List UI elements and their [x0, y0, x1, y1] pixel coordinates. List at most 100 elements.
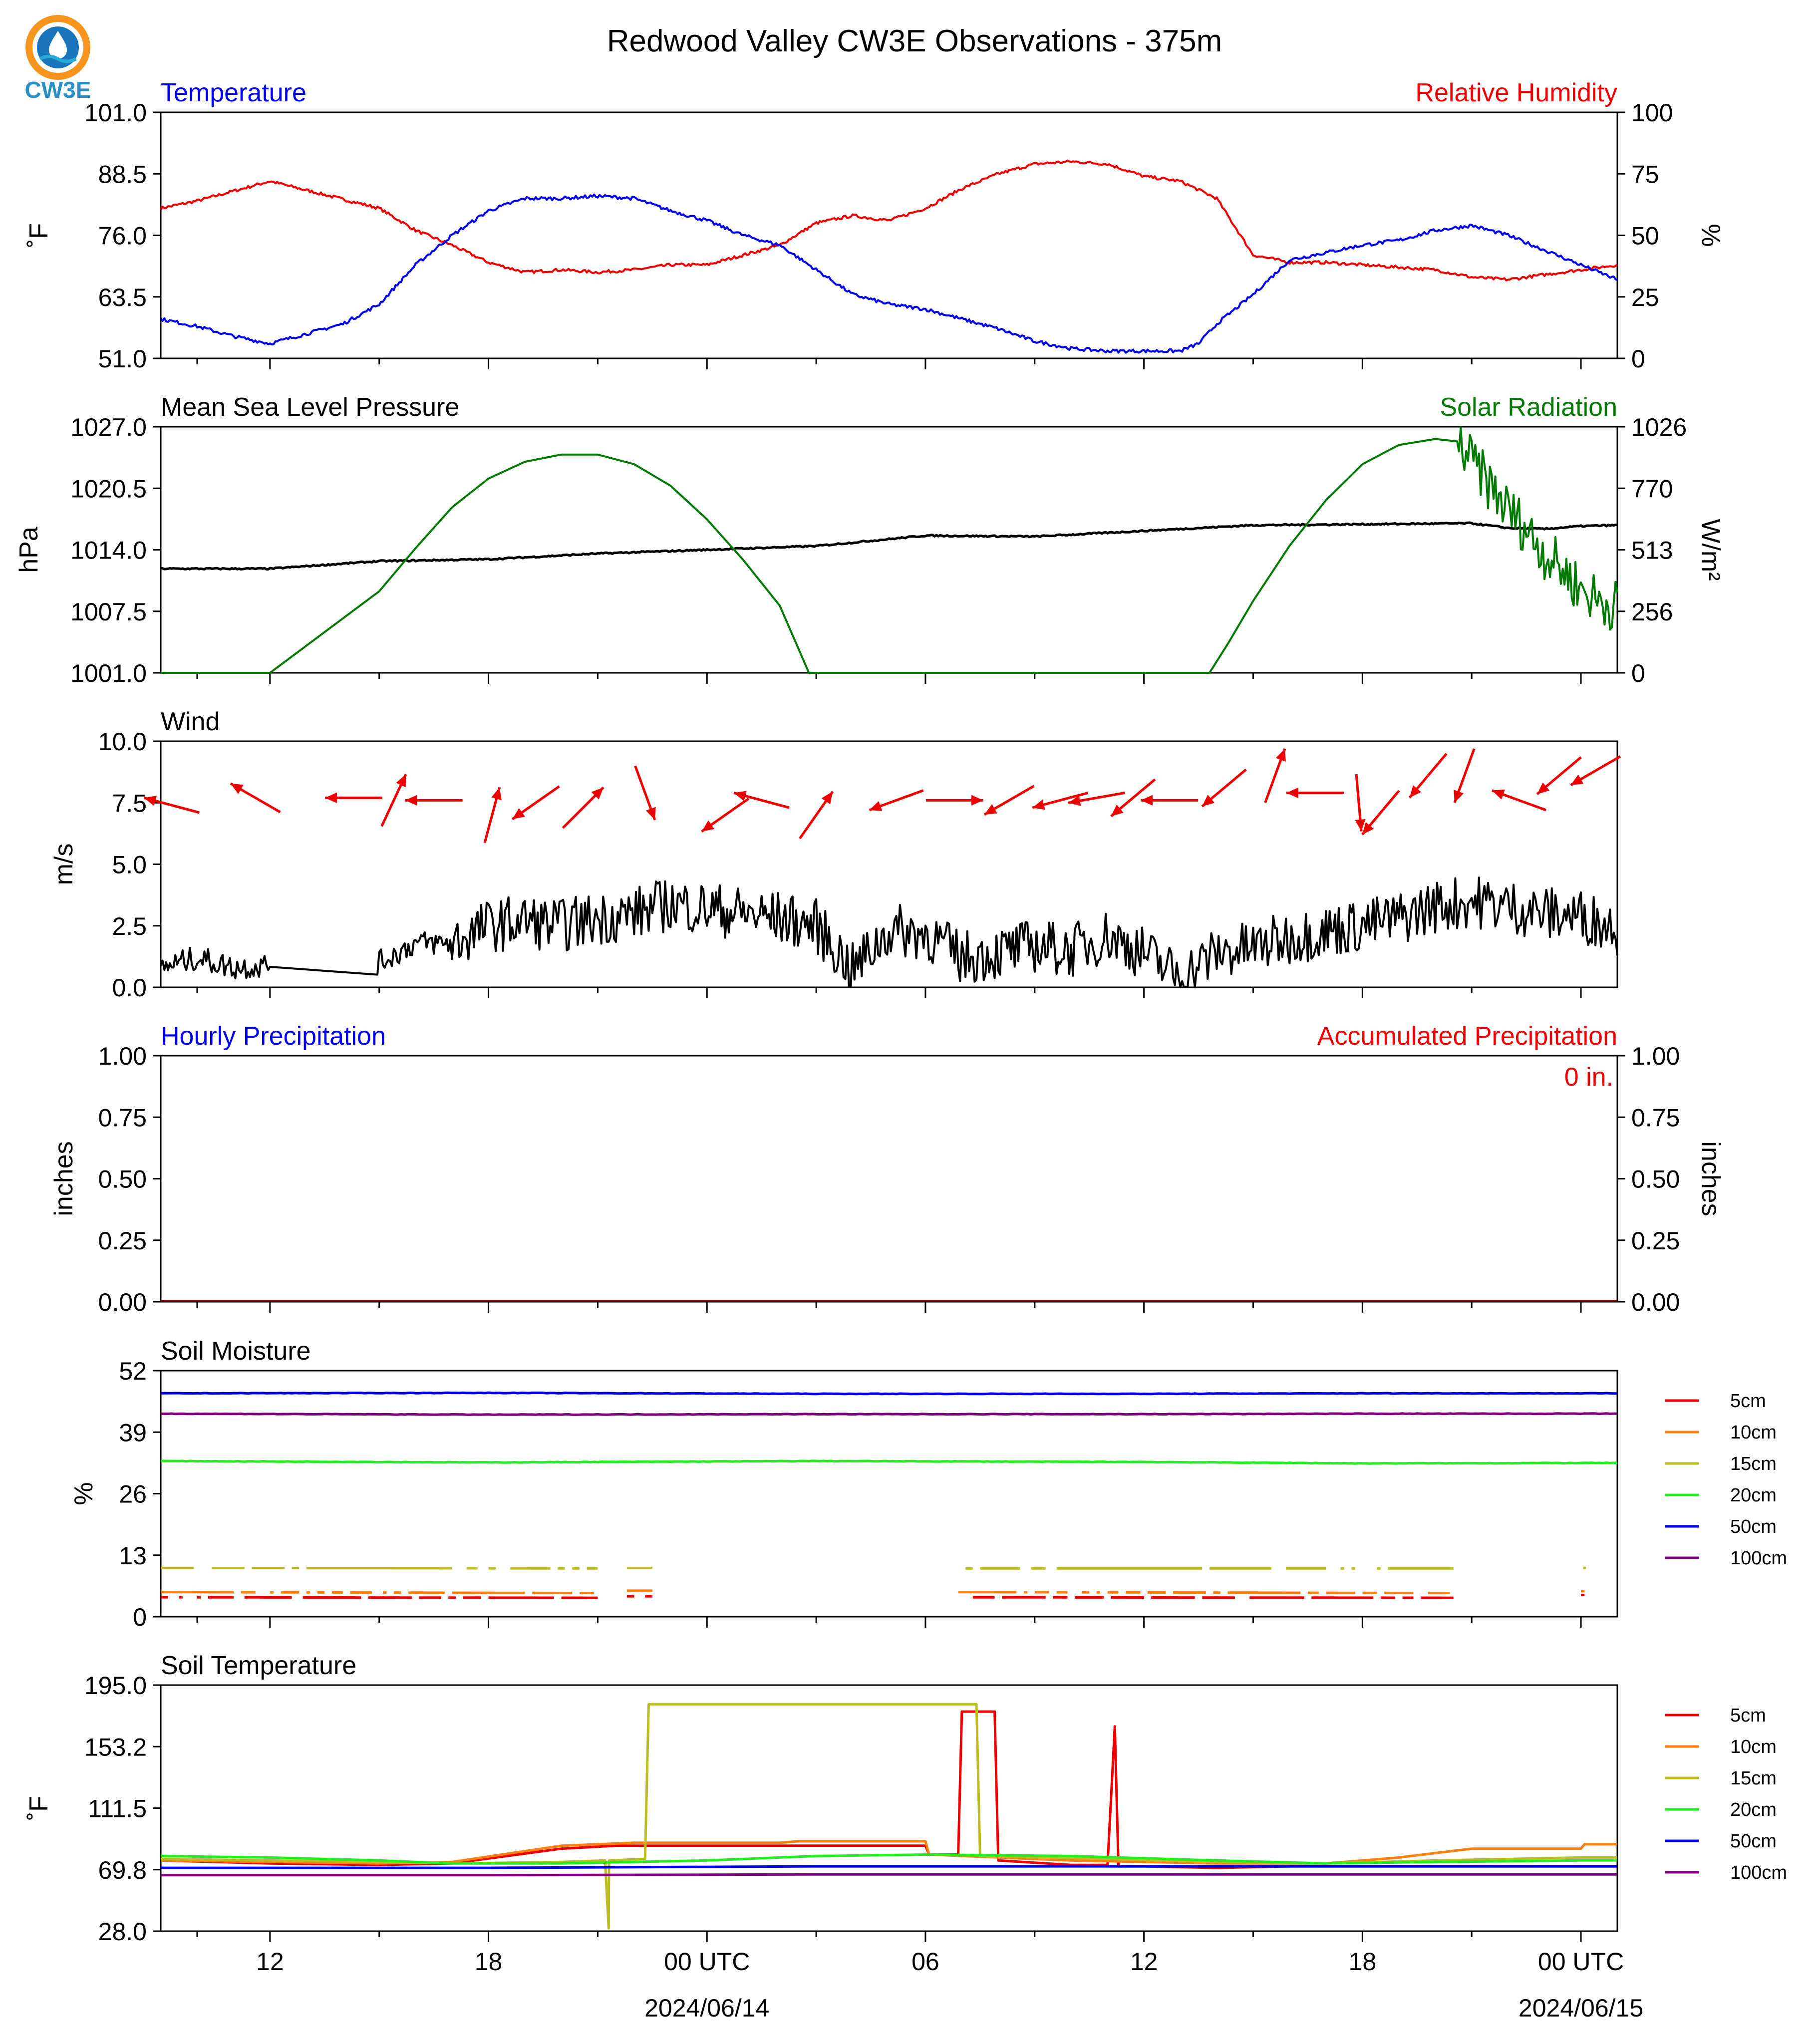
wind-arrow-head [1275, 748, 1286, 762]
wind-arrow [562, 786, 605, 829]
date-label-2024-06-14: 2024/06/14 [644, 1994, 769, 2022]
y-tick-label-right: 75 [1631, 160, 1659, 188]
panel-wind: 10.0 7.5 5.0 2.5 0.0 Wind m/s [49, 707, 1621, 1002]
legend-label: 5cm [1730, 1391, 1766, 1412]
plot-frame [160, 1684, 1618, 1932]
panel-title-right: Accumulated Precipitation [1317, 1022, 1617, 1051]
soil-temperature-legend: 5cm 10cm 15cm 20cm 50cm 100cm [1665, 1705, 1787, 1883]
plot-frame [160, 1055, 1618, 1303]
wind-arrow [1110, 778, 1156, 818]
wind-arrow-head [1409, 785, 1422, 798]
series-solar-radiation [161, 426, 1618, 674]
logo-wave-icon [39, 54, 77, 63]
panel-title-left: Temperature [161, 78, 306, 107]
y-tick-label-left: 39 [119, 1419, 147, 1447]
wind-arrow [1536, 756, 1582, 795]
y-tick-label-left: 10.0 [98, 728, 147, 756]
y-tick-label-right: 0.75 [1631, 1104, 1680, 1132]
date-label-2024-06-15: 2024/06/15 [1518, 1994, 1643, 2022]
wind-arrow [983, 785, 1035, 816]
y-tick-label-left: 7.5 [112, 789, 147, 817]
wind-arrow-head [1454, 790, 1464, 803]
y-tick-label-right: 0.25 [1631, 1227, 1680, 1255]
legend-label: 15cm [1730, 1453, 1777, 1474]
wind-arrow-head [405, 795, 417, 806]
y-axis-label-left: m/s [49, 844, 78, 885]
logo-ring-icon [25, 15, 90, 80]
wind-arrow [869, 789, 924, 812]
wind-arrow-head [971, 795, 983, 806]
wind-arrow-head [821, 791, 833, 805]
legend-label: 10cm [1730, 1422, 1777, 1443]
wind-arrow-head [869, 801, 883, 811]
y-tick-label-left: 1007.5 [70, 598, 147, 626]
series-temperature [160, 193, 1618, 354]
accumulated-total-label: 0 in. [1564, 1063, 1613, 1092]
figure-title: Redwood Valley CW3E Observations - 375m [607, 24, 1222, 58]
wind-arrow [925, 795, 983, 806]
wind-arrows [143, 748, 1621, 844]
y-axis-label-right: inches [1696, 1141, 1725, 1216]
wind-arrow-head [144, 796, 157, 806]
wind-arrow [733, 791, 790, 809]
y-axis-label-left: ˚F [24, 223, 53, 248]
y-tick-label-right: 0 [1631, 659, 1645, 687]
wind-arrow [799, 791, 834, 840]
wind-arrow-head [1537, 782, 1550, 794]
y-tick-label-left: 101.0 [84, 99, 147, 127]
panel-pressure_solar: 1027.0 1020.5 1014.0 1007.5 1001.0 1026 770 513… [14, 393, 1725, 687]
wind-arrow [1355, 774, 1366, 832]
y-tick-label-right: 256 [1631, 598, 1673, 626]
series-msl-pressure [160, 521, 1618, 571]
legend-label: 20cm [1730, 1799, 1777, 1820]
series-wind-speed [160, 876, 1618, 988]
panel-title-left: Mean Sea Level Pressure [161, 393, 459, 422]
y-tick-label-left: 1027.0 [70, 413, 147, 441]
y-tick-label-left: 28.0 [98, 1918, 147, 1946]
y-tick-label-left: 69.8 [98, 1856, 147, 1884]
y-tick-label-right: 50 [1631, 222, 1659, 250]
wind-arrow-head [325, 792, 337, 803]
x-tick-label: 06 [911, 1948, 939, 1976]
wind-arrow-head [1362, 822, 1374, 835]
panel-title-left: Soil Moisture [161, 1337, 311, 1366]
y-tick-label-right: 513 [1631, 537, 1673, 565]
y-axis-label-left: inches [49, 1141, 78, 1216]
wind-arrow [1201, 768, 1247, 808]
y-tick-label-left: 0.25 [98, 1227, 147, 1255]
wind-arrow [634, 765, 656, 821]
wind-arrow [1492, 789, 1546, 812]
wind-arrow [1264, 748, 1286, 803]
wind-arrow-head [984, 804, 997, 815]
y-tick-label-right: 0.00 [1631, 1288, 1680, 1316]
y-tick-label-left: 0.0 [112, 974, 147, 1002]
cw3e-logo: CW3E [25, 15, 91, 103]
y-tick-label-left: 111.5 [88, 1795, 147, 1823]
wind-arrow [230, 782, 281, 814]
series-soil-moisture-15cm [1583, 1566, 1586, 1570]
y-tick-label-left: 0 [133, 1603, 147, 1631]
plot-frame [160, 426, 1618, 674]
y-tick-label-left: 76.0 [98, 222, 147, 250]
y-tick-label-right: 0 [1631, 345, 1645, 373]
panel-title-left: Soil Temperature [161, 1651, 356, 1680]
wind-arrow [405, 795, 463, 806]
series-soil-temperature-100cm [161, 1873, 1617, 1877]
wind-arrow-head [645, 807, 656, 820]
wind-arrow-head [1492, 789, 1505, 800]
y-axis-label-right: % [1696, 224, 1725, 247]
wind-arrow [1570, 755, 1621, 787]
x-tick-label: 12 [1130, 1948, 1158, 1976]
y-tick-label-left: 0.00 [98, 1288, 147, 1316]
wind-arrow [483, 787, 502, 844]
y-tick-label-left: 195.0 [84, 1672, 147, 1700]
series-soil-moisture-50cm [160, 1391, 1618, 1396]
wind-arrow-head [1141, 795, 1153, 806]
legend-label: 100cm [1730, 1862, 1787, 1883]
y-tick-label-left: 5.0 [112, 851, 147, 879]
y-tick-label-left: 0.75 [98, 1104, 147, 1132]
wind-arrow-head [230, 783, 244, 794]
wind-arrow-head [396, 774, 406, 788]
wind-arrow-head [491, 787, 502, 801]
wind-arrow-head [591, 787, 604, 800]
